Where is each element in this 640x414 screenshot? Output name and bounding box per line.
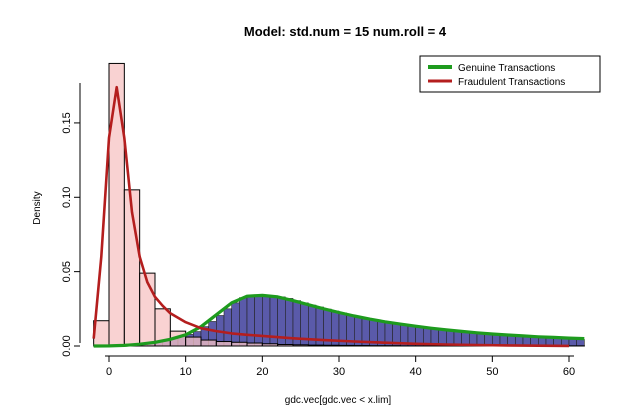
- fraudulent-bar: [246, 342, 263, 347]
- fraudulent-bar: [200, 339, 217, 347]
- x-axis-label: gdc.vec[gdc.vec < x.lim]: [285, 395, 392, 406]
- x-tick-label: 60: [563, 366, 575, 378]
- genuine-bar: [576, 339, 585, 347]
- x-axis-ticks: 0 10 20 30 40 50 60: [106, 356, 575, 378]
- genuine-density-line: [93, 293, 585, 348]
- x-tick-label: 10: [180, 366, 192, 378]
- fraudulent-bar: [215, 341, 233, 347]
- genuine-bar: [239, 297, 248, 347]
- x-tick-label: 40: [410, 366, 422, 378]
- legend-box: [419, 55, 601, 93]
- genuine-bar: [269, 295, 278, 347]
- fraudulent-density-line: [92, 85, 570, 348]
- fraudulent-bar: [338, 344, 355, 347]
- plot-area: [92, 62, 585, 348]
- y-axis-ticks: 0.00 0.05 0.10 0.15: [61, 112, 80, 357]
- x-tick-label: 30: [333, 366, 345, 378]
- genuine-bar: [254, 294, 263, 347]
- fraudulent-bar: [323, 344, 340, 347]
- x-tick-label: 0: [106, 366, 112, 378]
- fraudulent-bar: [277, 344, 294, 347]
- legend-label-fraudulent: Fraudulent Transactions: [458, 77, 565, 88]
- y-tick-label: 0.00: [61, 335, 73, 356]
- genuine-bar: [262, 295, 271, 347]
- y-tick-label: 0.15: [61, 112, 73, 133]
- fraudulent-bar: [154, 308, 171, 347]
- legend: Genuine Transactions Fraudulent Transact…: [419, 55, 601, 93]
- y-tick-label: 0.05: [61, 261, 73, 282]
- y-tick-label: 0.10: [61, 187, 73, 208]
- fraudulent-bar: [185, 336, 202, 347]
- genuine-bar: [568, 338, 577, 347]
- chart-title: Model: std.num = 15 num.roll = 4: [244, 24, 447, 39]
- legend-label-genuine: Genuine Transactions: [458, 63, 555, 74]
- x-tick-label: 20: [256, 366, 268, 378]
- fraudulent-bar: [261, 343, 279, 347]
- fraudulent-bar: [292, 344, 309, 347]
- fraudulent-bar: [231, 341, 248, 347]
- fraudulent-bar: [108, 62, 125, 347]
- genuine-bar: [223, 308, 232, 347]
- y-axis-label: Density: [32, 191, 43, 224]
- x-tick-label: 50: [486, 366, 498, 378]
- fraudulent-bar: [307, 344, 325, 347]
- genuine-bar: [231, 302, 240, 347]
- genuine-bar: [246, 295, 255, 347]
